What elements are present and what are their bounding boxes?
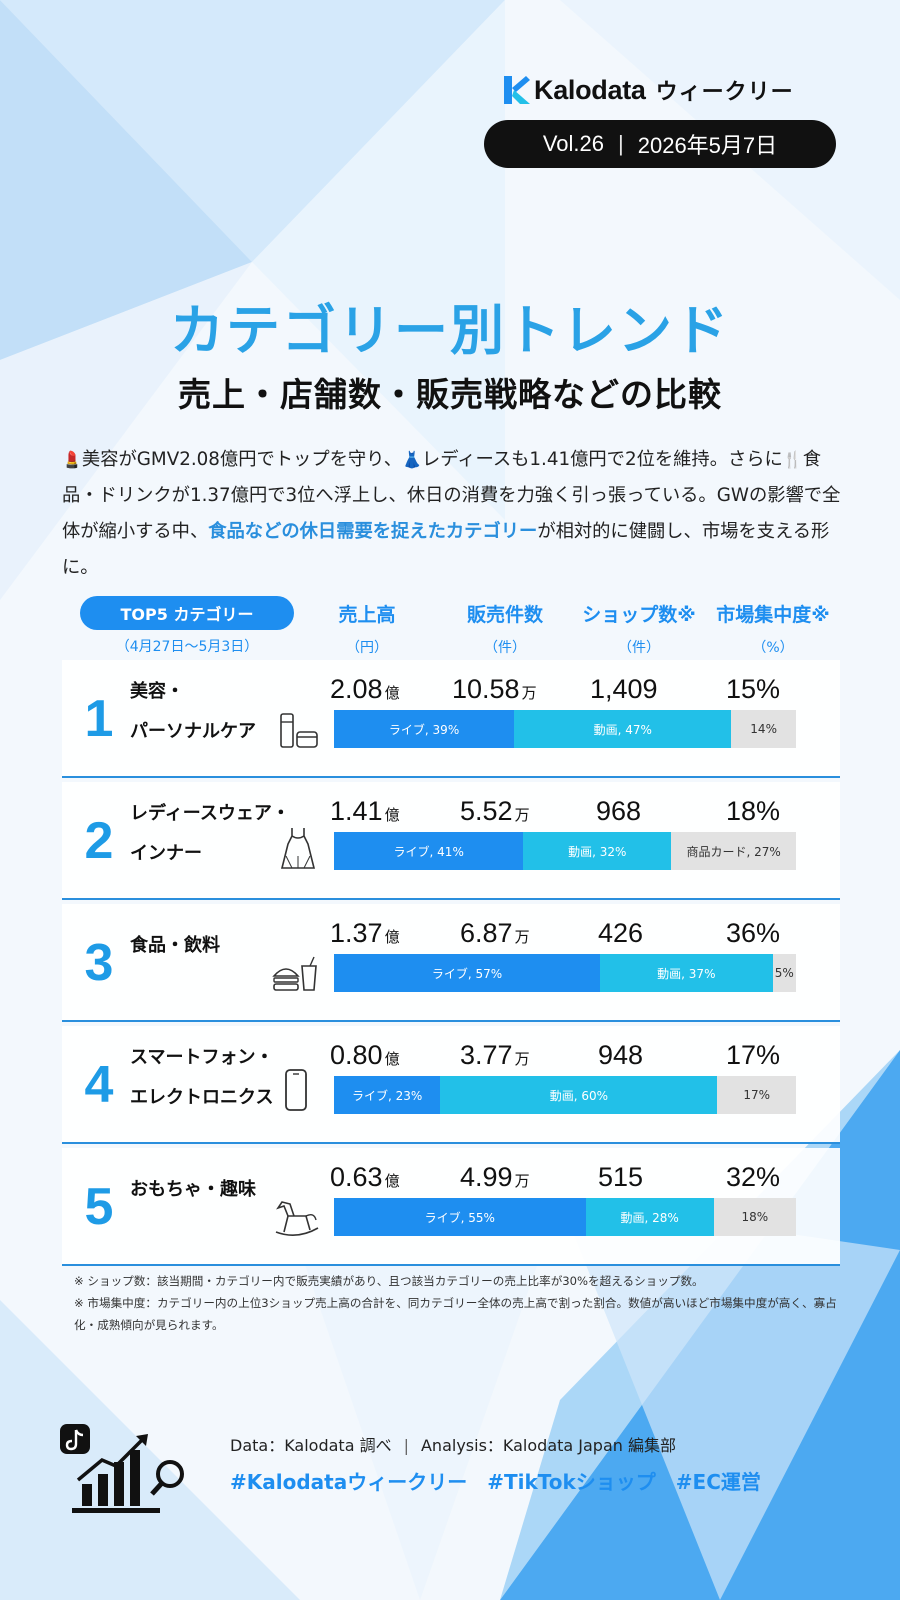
category-row-4: 4 スマートフォン・ エレクトロニクス 0.80 億 3.77 万 948 17% …: [62, 1026, 840, 1144]
other-segment: 商品カード, 27%: [671, 832, 796, 870]
video-segment: 動画, 32%: [523, 832, 672, 870]
live-segment: ライブ, 57%: [334, 954, 600, 992]
rocking-horse-icon: [275, 1201, 319, 1236]
video-segment: 動画, 28%: [585, 1198, 714, 1236]
channel-share-bar: ライブ, 57% 動画, 37% 5%: [334, 954, 796, 992]
live-segment: ライブ, 23%: [334, 1076, 441, 1114]
summary-highlight: 食品などの休日需要を捉えたカテゴリー: [208, 521, 538, 542]
video-segment: 動画, 60%: [440, 1076, 718, 1114]
concentration-value: 36%: [726, 918, 781, 948]
analytics-chart-icon: [60, 1424, 184, 1513]
shops-value: 948: [598, 1040, 644, 1070]
category-name: 美容・ パーソナルケア: [130, 681, 256, 742]
channel-share-bar: ライブ, 39% 動画, 47% 14%: [334, 710, 796, 748]
other-segment: 17%: [717, 1076, 796, 1114]
video-segment: 動画, 37%: [600, 954, 773, 992]
concentration-value: 15%: [726, 674, 781, 704]
shops-value: 515: [598, 1162, 644, 1192]
live-segment: ライブ, 55%: [334, 1198, 586, 1236]
category-row-5: 5 おもちゃ・趣味 0.63 億 4.99 万 515 32% ライブ, 55% 動…: [62, 1148, 840, 1266]
analysis-source: Analysis：Kalodata Japan 編集部: [420, 1436, 676, 1455]
category-name: レディースウェア・ インナー: [130, 803, 290, 864]
shops-value: 968: [596, 796, 642, 826]
shops-value: 1,409: [590, 674, 658, 704]
lipstick-icon: 💄: [62, 450, 82, 469]
column-header-concentration: 市場集中度※ （%）: [716, 604, 830, 656]
brand-header: Kalodata ウィークリー: [504, 72, 794, 108]
live-segment: ライブ, 39%: [334, 710, 515, 748]
page-title: カテゴリー別トレンド: [170, 299, 730, 362]
shops-value: 426: [598, 918, 644, 948]
issue-date: 2026年5月7日: [637, 133, 778, 158]
other-segment: 14%: [731, 710, 796, 748]
sales-value: 1.37 億: [330, 918, 400, 948]
count-value: 5.52 万: [460, 796, 530, 826]
rank-number: 3: [84, 934, 114, 992]
footnote-concentration: ※ 市場集中度：カテゴリー内の上位3ショップ売上高の合計を、同カテゴリー全体の売…: [74, 1296, 837, 1332]
brand-name: Kalodata: [534, 74, 646, 105]
hashtags: #Kalodataウィークリー #TikTokショップ #EC運営: [230, 1470, 761, 1494]
concentration-value: 32%: [726, 1162, 781, 1192]
count-value: 4.99 万: [460, 1162, 530, 1192]
channel-share-bar: ライブ, 23% 動画, 60% 17%: [334, 1076, 796, 1114]
dress-emoji-icon: 👗: [402, 450, 422, 469]
sales-value: 0.80 億: [330, 1040, 400, 1070]
separator: |: [618, 131, 624, 156]
page-subtitle: 売上・店舗数・販売戦略などの比較: [178, 375, 722, 414]
channel-share-bar: ライブ, 55% 動画, 28% 18%: [334, 1198, 796, 1236]
category-row-2: 2 レディースウェア・ インナー 1.41 億 5.52 万 968 18% ライブ…: [62, 782, 840, 900]
count-value: 10.58 万: [452, 674, 537, 704]
data-source: Data：Kalodata 調べ: [230, 1436, 392, 1455]
rank-number: 4: [84, 1056, 114, 1114]
concentration-value: 17%: [726, 1040, 781, 1070]
rank-number: 1: [84, 690, 114, 748]
volume-date-pill: Vol.26 | 2026年5月7日: [484, 120, 836, 168]
sales-value: 1.41 億: [330, 796, 400, 826]
concentration-value: 18%: [726, 796, 781, 826]
rank-number: 2: [84, 812, 114, 870]
top5-label: TOP5 カテゴリー: [80, 596, 294, 630]
kalodata-logo-icon: [504, 76, 530, 104]
fork-knife-icon: 🍴: [782, 450, 803, 469]
period-label: （4月27日～5月3日）: [115, 639, 259, 655]
footnote-shops: ※ ショップ数：該当期間・カテゴリー内で販売実績があり、且つ該当カテゴリーの売上…: [74, 1274, 704, 1288]
summary-text: 💄美容がGMV2.08億円でトップを守り、👗レディースも1.41億円で2位を維持…: [62, 449, 841, 578]
category-name: スマートフォン・ エレクトロニクス: [130, 1047, 274, 1108]
column-header-shops: ショップ数※ （件）: [582, 604, 696, 656]
column-header-count: 販売件数 （件）: [466, 604, 543, 656]
other-segment: 5%: [772, 954, 796, 992]
count-value: 3.77 万: [460, 1040, 530, 1070]
channel-share-bar: ライブ, 41% 動画, 32% 商品カード, 27%: [334, 832, 796, 870]
rank-number: 5: [84, 1178, 114, 1236]
dress-icon: [280, 828, 316, 869]
smartphone-icon: [285, 1069, 307, 1111]
footer-separator: |: [403, 1436, 409, 1455]
live-segment: ライブ, 41%: [334, 832, 524, 870]
category-name: おもちゃ・趣味: [130, 1179, 256, 1200]
footer-source: Data：Kalodata 調べ | Analysis：Kalodata Japan…: [230, 1432, 676, 1456]
video-segment: 動画, 47%: [514, 710, 732, 748]
burger-drink-icon: [272, 956, 317, 991]
footnotes: ※ ショップ数：該当期間・カテゴリー内で販売実績があり、且つ該当カテゴリーの売上…: [74, 1270, 854, 1336]
brand-tag: ウィークリー: [655, 80, 794, 105]
category-name: 食品・飲料: [130, 935, 220, 956]
other-segment: 18%: [713, 1198, 796, 1236]
sales-value: 0.63 億: [330, 1162, 400, 1192]
sales-value: 2.08 億: [330, 674, 400, 704]
category-row-3: 3 食品・飲料 1.37 億 6.87 万 426 36% ライブ, 57% 動画,…: [62, 904, 840, 1022]
volume-label: Vol.26: [542, 131, 605, 156]
column-header-sales: 売上高 （円）: [338, 604, 396, 656]
count-value: 6.87 万: [460, 918, 530, 948]
cosmetics-icon: [280, 713, 318, 748]
category-row-1: 1 美容・ パーソナルケア 2.08 億 10.58 万 1,409 15% ライブ…: [62, 660, 840, 778]
